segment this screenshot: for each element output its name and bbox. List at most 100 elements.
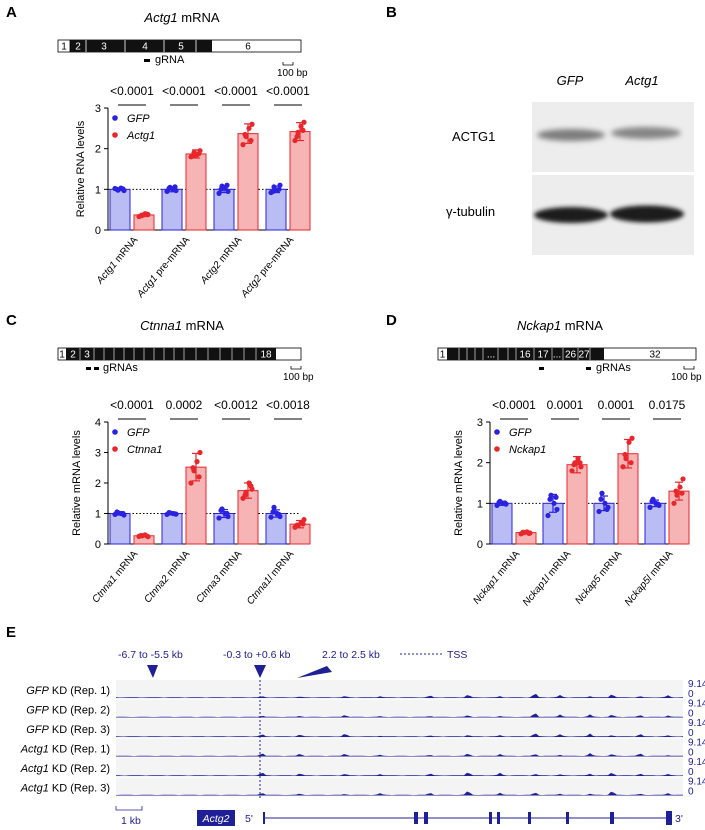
p-value-label: <0.0018: [266, 398, 310, 412]
panel-d-title: Nckap1 mRNA: [517, 318, 603, 333]
data-point: [598, 496, 604, 502]
panel-c-exon-label: 3: [84, 350, 90, 361]
data-point: [190, 465, 196, 471]
panel-d-gene-diagram: Nckap1 mRNA 1 ... 16 17 ... 26 27 32 gRN…: [437, 318, 702, 383]
panel-a-exon-label: 3: [101, 42, 107, 53]
track-signal: [116, 713, 683, 718]
panel-d-grna-marker: [539, 367, 544, 370]
panel-a-grna-marker: [144, 59, 150, 62]
blot-band-tubulin-kd: [610, 205, 684, 223]
y-tick-label: 1: [477, 498, 483, 510]
legend-marker: [112, 446, 118, 452]
tss-label: TSS: [447, 649, 467, 661]
track-label-rest: KD (Rep. 3): [49, 724, 110, 736]
panel-c-grna-label: gRNAs: [103, 362, 138, 374]
data-point: [224, 510, 230, 517]
region-marker-arrow: [147, 665, 158, 678]
track-label-gene: Actg1: [20, 783, 49, 795]
panel-c-scale-label: 100 bp: [283, 372, 314, 383]
panel-d-title-suffix: mRNA: [561, 318, 603, 333]
bar-GFP: [491, 502, 513, 545]
data-point: [138, 213, 144, 219]
legend-marker: [112, 429, 118, 435]
data-point: [655, 501, 661, 507]
data-point: [680, 476, 686, 482]
blot-column-label: GFP: [557, 73, 584, 88]
blot-band-tubulin-gfp: [534, 207, 608, 223]
data-point: [218, 186, 224, 192]
panel-label-a: A: [6, 4, 17, 21]
panel-a-cds: [70, 40, 212, 52]
track-min-label: 0: [688, 728, 694, 739]
data-point: [270, 188, 276, 194]
panel-a-exon-label: 5: [178, 42, 184, 53]
panel-c-title-gene: Ctnna1: [140, 318, 182, 333]
blot-band-actg1-gfp: [537, 129, 605, 141]
data-point: [602, 500, 608, 506]
data-point: [577, 460, 583, 466]
track-background: [116, 699, 683, 719]
track-label-rest: KD (Rep. 1): [49, 685, 110, 697]
track-max-label: 9.14: [688, 738, 705, 749]
p-value-label: <0.0001: [110, 398, 154, 412]
x-tick-label: Ctnna2 mRNA: [142, 549, 192, 606]
y-tick-label: 4: [95, 417, 101, 429]
data-point: [248, 483, 254, 489]
y-tick-label: 2: [95, 144, 101, 156]
p-value-label: 0.0175: [649, 398, 686, 412]
x-tick-label: Ctnna3 mRNA: [194, 549, 244, 606]
data-point: [271, 504, 277, 510]
track-row: Actg1 KD (Rep. 2) 9.140: [20, 757, 705, 778]
data-point: [240, 142, 246, 148]
panel-d-exon-label: 32: [649, 350, 661, 361]
panel-a-title-gene: Actg1: [143, 10, 177, 25]
data-point: [554, 506, 560, 513]
track-min-label: 0: [688, 767, 694, 778]
panel-c-cds: [66, 348, 276, 360]
panel-c-gene-diagram: Ctnna1 mRNA 1 2 3 18 gRNAs 100 bp: [57, 318, 314, 383]
track-signal: [116, 733, 683, 737]
data-point: [629, 435, 635, 441]
track-row: Actg1 KD (Rep. 3) 9.140: [20, 777, 705, 798]
bar-GFP: [161, 513, 183, 545]
panel-d-exon-label: 1: [440, 350, 446, 361]
track-max-label: 9.14: [688, 679, 705, 690]
data-point: [674, 492, 680, 498]
legend-marker: [112, 132, 118, 138]
y-tick-label: 3: [95, 448, 101, 460]
data-point: [144, 211, 150, 217]
data-point: [276, 511, 282, 518]
panel-a-title-suffix: mRNA: [178, 10, 220, 25]
x-tick-label: Ctnna1l mRNA: [245, 549, 297, 607]
data-point: [547, 496, 553, 502]
data-point: [622, 451, 628, 458]
panel-label-d: D: [386, 312, 397, 329]
data-point: [545, 512, 551, 519]
data-point: [553, 494, 559, 500]
data-point: [295, 129, 301, 135]
y-tick-label: 2: [477, 458, 483, 470]
data-point: [248, 137, 254, 144]
gene-model-exons: [263, 811, 672, 825]
region-label: -0.3 to +0.6 kb: [223, 649, 291, 661]
track-label-gene: GFP: [26, 705, 49, 717]
track-min-label: 0: [688, 689, 694, 700]
data-point: [679, 490, 685, 496]
track-row: GFP KD (Rep. 2) 9.140: [26, 699, 705, 720]
panel-c-title-suffix: mRNA: [182, 318, 224, 333]
data-point: [294, 133, 300, 140]
y-tick-label: 1: [95, 509, 101, 521]
panel-c-exon-label: 18: [260, 350, 272, 361]
p-value-label: <0.0001: [162, 84, 206, 98]
data-point: [120, 510, 126, 517]
data-point: [224, 182, 230, 188]
data-point: [138, 532, 144, 539]
data-point: [626, 439, 632, 445]
data-point: [520, 529, 526, 535]
track-background: [116, 777, 683, 797]
y-tick-label: 1: [95, 184, 101, 196]
legend-label: GFP: [509, 427, 532, 439]
panel-d-exon-label: ...: [553, 350, 561, 361]
bar-Actg1: [185, 153, 207, 231]
data-point: [197, 449, 203, 456]
